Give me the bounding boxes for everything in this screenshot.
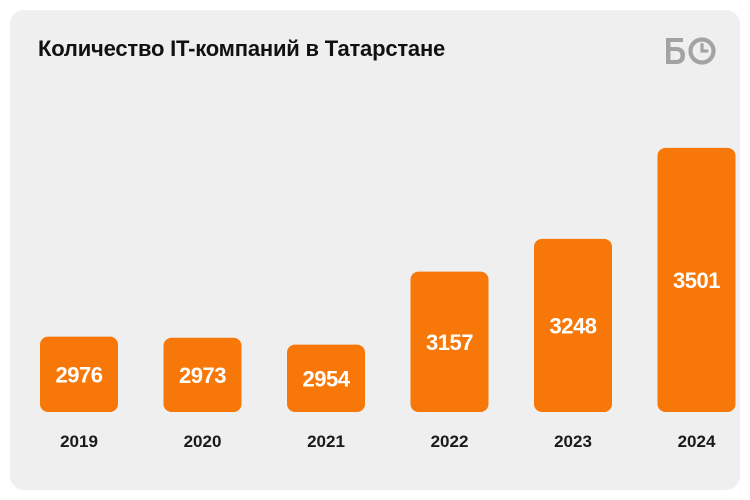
bar-value-label: 2954	[303, 366, 351, 391]
bar-chart: 2976 2019 2973 2020 2954 2021 3157 2022 3248 2023…	[40, 147, 736, 451]
bar-value-label: 2973	[179, 363, 226, 388]
bar-2020	[163, 337, 242, 412]
bar-2023	[534, 238, 612, 412]
x-tick-label: 2019	[60, 432, 98, 451]
bar-2021	[287, 344, 365, 412]
x-tick-label: 2023	[554, 432, 592, 451]
bar-value-label: 2976	[56, 362, 103, 387]
x-tick-label: 2022	[431, 432, 469, 451]
bar-value-label: 3248	[550, 313, 597, 338]
chart-card: Количество IT-компаний в Татарстане 2976…	[10, 10, 740, 490]
bo-logo-icon	[666, 37, 716, 65]
bar-2024	[657, 147, 736, 413]
x-tick-label: 2021	[307, 432, 345, 451]
x-tick-label: 2024	[678, 432, 716, 451]
bar-2022	[410, 271, 489, 412]
x-tick-label: 2020	[184, 432, 222, 451]
bar-2019	[40, 336, 118, 412]
chart-title: Количество IT-компаний в Татарстане	[38, 36, 446, 61]
bar-value-label: 3501	[673, 268, 720, 293]
bar-value-label: 3157	[426, 330, 473, 355]
